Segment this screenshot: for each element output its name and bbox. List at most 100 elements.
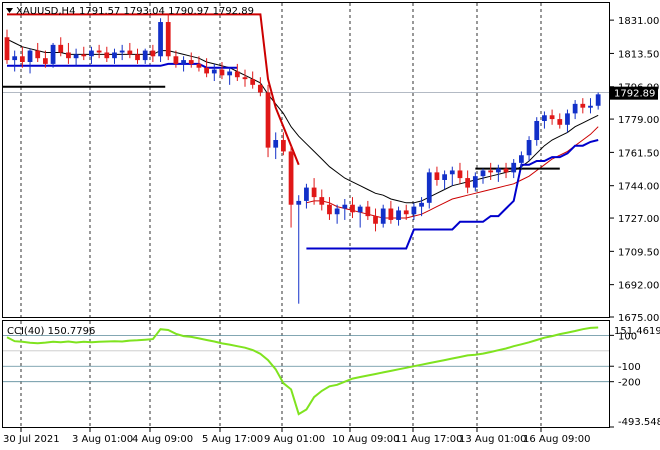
candle[interactable] <box>350 197 355 219</box>
candle[interactable] <box>511 159 517 179</box>
candle[interactable] <box>173 50 179 68</box>
candle-body <box>196 63 202 68</box>
candle[interactable] <box>158 18 163 62</box>
candle[interactable] <box>327 197 332 220</box>
current-cci-badge: 151.4619 <box>614 326 660 337</box>
candle-body <box>234 71 240 78</box>
candle[interactable] <box>181 56 186 72</box>
candle[interactable] <box>73 48 79 66</box>
candle[interactable] <box>572 100 578 120</box>
candle[interactable] <box>12 50 18 72</box>
candle[interactable] <box>265 84 271 158</box>
price-plot[interactable] <box>3 13 609 304</box>
x-tick-label: 13 Aug 01:00 <box>459 434 526 445</box>
cci-axis-ticks: 100 -100 -200 -493.5482 <box>609 331 660 428</box>
candle[interactable] <box>96 44 102 59</box>
candle[interactable] <box>457 162 463 184</box>
candle[interactable] <box>365 200 371 220</box>
candle[interactable] <box>480 168 486 184</box>
candle[interactable] <box>380 204 386 228</box>
candle[interactable] <box>503 162 509 179</box>
candle[interactable] <box>526 136 532 161</box>
candle[interactable] <box>19 46 25 68</box>
candle[interactable] <box>449 166 455 186</box>
candle[interactable] <box>334 204 340 224</box>
candle[interactable] <box>426 168 432 209</box>
candle-body <box>426 172 432 203</box>
symbol-label[interactable]: XAUUSD,H4 <box>16 6 75 17</box>
candle[interactable] <box>219 61 225 80</box>
candle[interactable] <box>472 172 478 192</box>
candle[interactable] <box>127 42 133 59</box>
candle[interactable] <box>565 109 570 133</box>
candle[interactable] <box>396 206 401 226</box>
candle-body <box>373 216 378 224</box>
candle[interactable] <box>250 71 256 89</box>
candle[interactable] <box>542 111 547 129</box>
candle[interactable] <box>357 204 363 228</box>
candle[interactable] <box>304 183 309 209</box>
candle-body <box>150 50 156 57</box>
candle[interactable] <box>588 98 593 114</box>
candle[interactable] <box>142 48 148 64</box>
candle[interactable] <box>104 46 110 62</box>
candle[interactable] <box>319 189 325 211</box>
candle[interactable] <box>419 197 424 217</box>
candle[interactable] <box>135 48 140 64</box>
candle-body <box>66 52 71 59</box>
candle[interactable] <box>58 37 64 57</box>
candle-body <box>519 155 524 163</box>
candle[interactable] <box>373 208 378 232</box>
time-axis[interactable] <box>0 428 610 450</box>
candle[interactable] <box>442 170 447 190</box>
candle[interactable] <box>534 117 540 146</box>
price-axis[interactable] <box>610 2 660 318</box>
candle[interactable] <box>89 46 94 64</box>
candle-body <box>127 50 133 55</box>
candle[interactable] <box>257 77 263 97</box>
candle[interactable] <box>519 151 524 169</box>
candle[interactable] <box>211 63 217 82</box>
candle[interactable] <box>112 48 117 64</box>
candle[interactable] <box>150 44 156 62</box>
candle[interactable] <box>288 145 294 228</box>
candle-body <box>357 206 363 213</box>
candle[interactable] <box>27 48 33 74</box>
candle[interactable] <box>488 162 494 180</box>
candle[interactable] <box>81 46 87 61</box>
candle[interactable] <box>188 52 194 68</box>
candle[interactable] <box>311 178 317 205</box>
candle[interactable] <box>342 199 348 220</box>
candle[interactable] <box>66 42 71 64</box>
candle-body <box>204 67 209 74</box>
candle[interactable] <box>196 56 202 72</box>
candle[interactable] <box>204 58 209 78</box>
candle[interactable] <box>296 195 302 304</box>
cci-plot[interactable] <box>3 326 609 416</box>
candle[interactable] <box>281 132 286 156</box>
candle[interactable] <box>227 67 233 85</box>
candle[interactable] <box>388 200 394 224</box>
candle[interactable] <box>119 44 125 61</box>
candle[interactable] <box>234 63 240 82</box>
candle[interactable] <box>4 29 10 64</box>
candle[interactable] <box>411 202 417 220</box>
candle-body <box>257 84 263 93</box>
candle[interactable] <box>273 132 279 160</box>
candle[interactable] <box>580 98 586 114</box>
candle-body <box>43 58 48 64</box>
candle[interactable] <box>495 164 501 182</box>
candle[interactable] <box>595 92 601 110</box>
candle[interactable] <box>50 42 56 68</box>
candle[interactable] <box>557 113 563 129</box>
candle[interactable] <box>35 42 41 62</box>
candle[interactable] <box>403 204 409 220</box>
candle[interactable] <box>165 14 171 61</box>
candle[interactable] <box>434 166 440 186</box>
candle[interactable] <box>43 50 48 68</box>
candle-body <box>342 204 348 209</box>
symbol-dropdown-icon[interactable] <box>6 8 13 13</box>
candle[interactable] <box>242 69 248 87</box>
candle[interactable] <box>549 109 555 125</box>
candle[interactable] <box>465 170 471 194</box>
